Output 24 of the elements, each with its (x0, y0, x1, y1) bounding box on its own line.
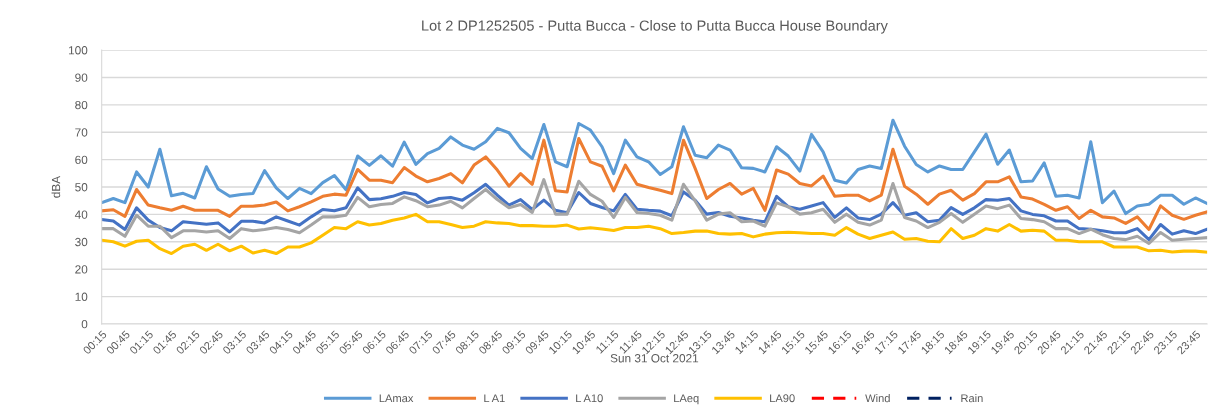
x-axis-title: Sun 31 Oct 2021 (610, 354, 699, 363)
legend-label: L A1 (484, 394, 505, 403)
legend-label: LAmax (379, 394, 414, 403)
y-tick-label: 20 (75, 265, 88, 274)
y-tick-label: 70 (75, 128, 88, 137)
legend-label: L A10 (576, 394, 603, 403)
y-tick-label: 50 (75, 183, 88, 192)
line-series (101, 118, 1208, 216)
y-tick-label: 10 (75, 292, 88, 301)
legend-label: LAeq (674, 394, 699, 405)
y-tick-label: 0 (81, 320, 88, 329)
y-axis-title: dBA (51, 175, 61, 198)
legend-label: Rain (961, 394, 983, 403)
line-series (101, 212, 1208, 256)
y-tick-label: 40 (74, 210, 88, 219)
y-tick-label: 80 (75, 100, 88, 110)
chart-title: Lot 2 DP1252505 - Putta Bucca - Close to Putta Bucca House Boundary (422, 20, 888, 34)
legend-label: LA90 (770, 394, 795, 403)
line-series (101, 137, 1208, 231)
y-tick-label: 90 (75, 73, 88, 82)
y-tick-label: 100 (68, 46, 88, 55)
y-tick-label: 60 (75, 155, 88, 165)
y-tick-label: 30 (75, 237, 88, 247)
legend-label: Wind (865, 394, 890, 403)
